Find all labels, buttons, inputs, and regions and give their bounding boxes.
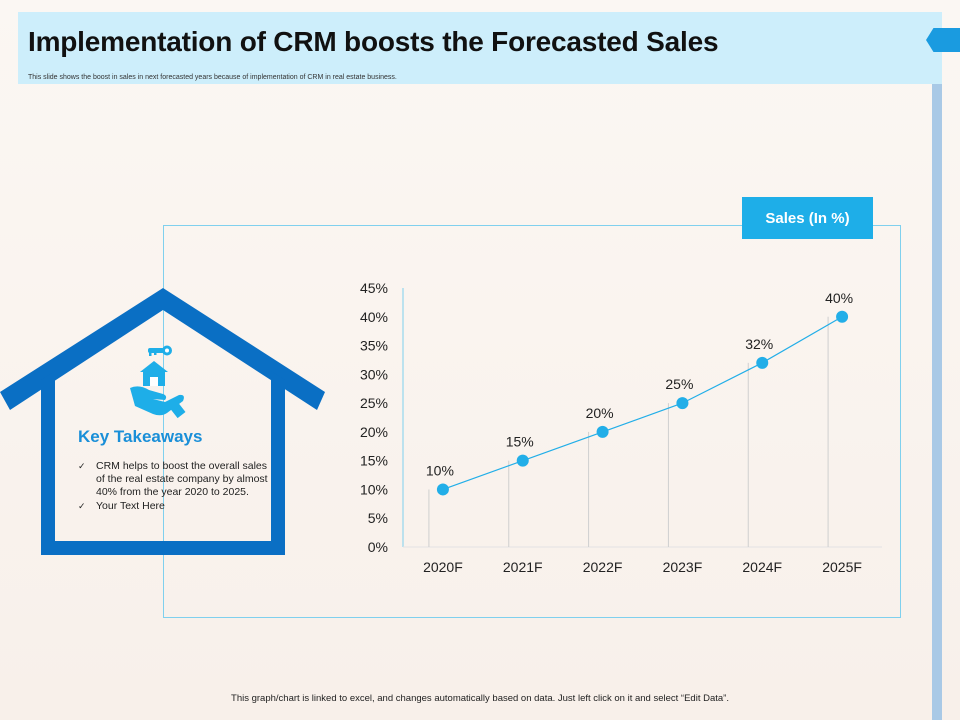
y-tick-label: 30% (360, 366, 388, 382)
hand-house-key-icon (130, 345, 186, 419)
data-label: 40% (825, 290, 853, 306)
page-title: Implementation of CRM boosts the Forecas… (28, 26, 719, 57)
series-line-sales (442, 316, 843, 491)
data-point (596, 425, 609, 438)
data-point (756, 356, 769, 369)
data-label: 10% (426, 462, 454, 478)
side-stripe (932, 84, 942, 720)
data-label: 20% (586, 405, 614, 421)
y-tick-label: 45% (360, 280, 388, 296)
title-bar: Implementation of CRM boosts the Forecas… (18, 12, 942, 84)
x-tick-label: 2021F (503, 559, 543, 575)
y-tick-label: 10% (360, 481, 388, 497)
checkmark-icon: ✓ (78, 501, 86, 511)
data-label: 32% (745, 336, 773, 352)
y-tick-label: 35% (360, 338, 388, 354)
x-tick-label: 2022F (583, 559, 623, 575)
data-label: 15% (506, 434, 534, 450)
chart-frame (163, 225, 901, 618)
y-tick-label: 5% (368, 510, 388, 526)
y-tick-label: 25% (360, 395, 388, 411)
data-point (676, 397, 689, 410)
y-tick-label: 15% (360, 453, 388, 469)
y-tick-label: 40% (360, 309, 388, 325)
y-tick-label: 20% (360, 424, 388, 440)
tag-arrow-icon (926, 28, 960, 52)
list-item: ✓ CRM helps to boost the overall sales o… (78, 460, 268, 499)
page-subtitle: This slide shows the boost in sales in n… (28, 74, 397, 81)
data-label: 25% (665, 376, 693, 392)
key-takeaways-title: Key Takeaways (78, 427, 203, 446)
data-point (436, 483, 449, 496)
x-tick-label: 2024F (742, 559, 782, 575)
checkmark-icon: ✓ (78, 461, 86, 471)
list-item-text: Your Text Here (96, 500, 165, 512)
x-tick-label: 2023F (663, 559, 703, 575)
list-item: ✓ Your Text Here (78, 500, 268, 513)
x-tick-label: 2025F (822, 559, 862, 575)
data-point (516, 454, 529, 467)
chart-legend-title: Sales (In %) (742, 197, 873, 239)
footer-note: This graph/chart is linked to excel, and… (231, 693, 729, 704)
key-takeaways-list: ✓ CRM helps to boost the overall sales o… (78, 460, 268, 514)
x-tick-label: 2020F (423, 559, 463, 575)
y-tick-label: 0% (368, 539, 388, 555)
data-point (836, 310, 849, 323)
list-item-text: CRM helps to boost the overall sales of … (96, 460, 268, 498)
